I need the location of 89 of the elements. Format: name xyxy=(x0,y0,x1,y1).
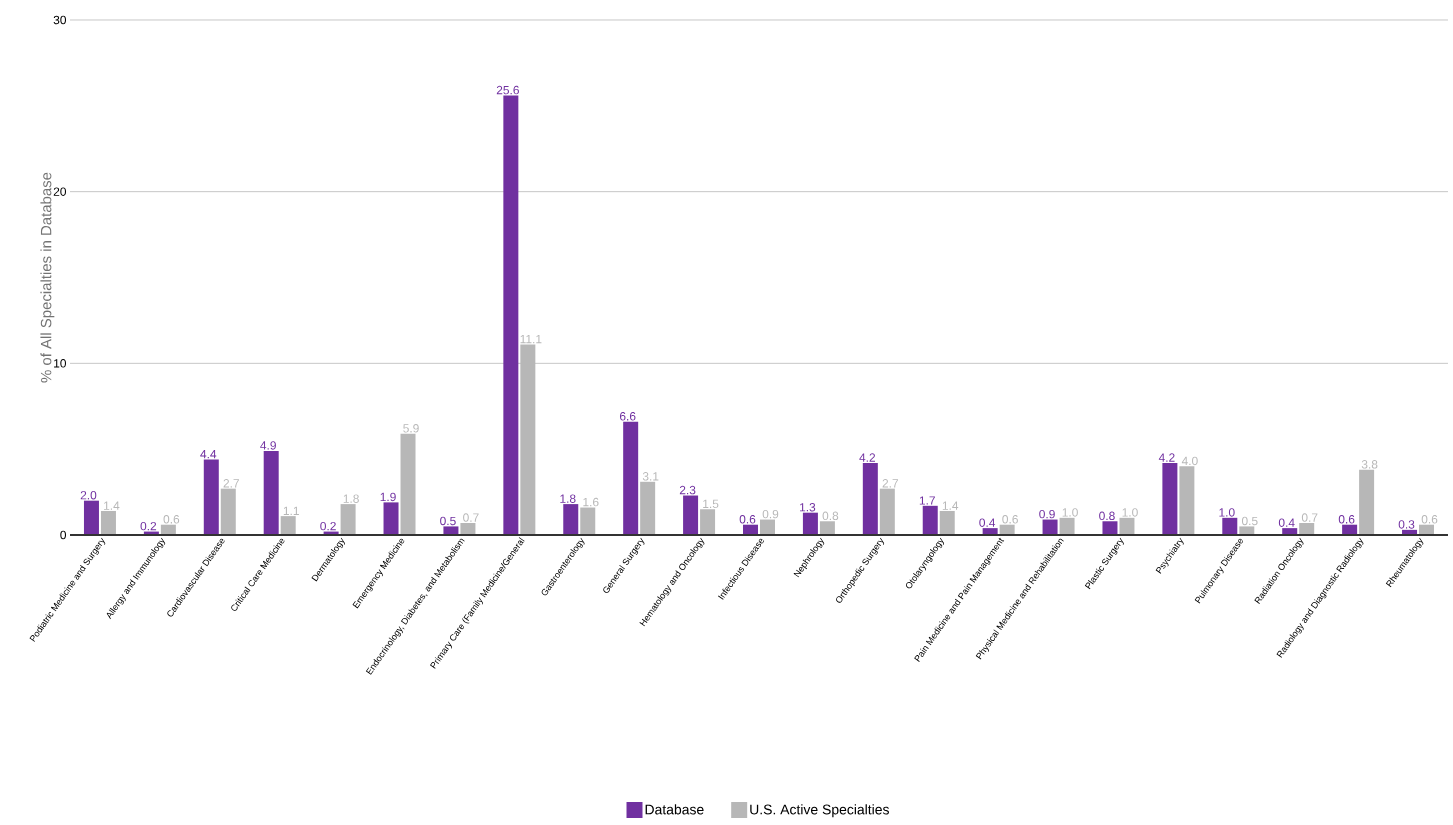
y-tick-label: 0 xyxy=(60,530,67,540)
bar xyxy=(503,95,519,535)
bar xyxy=(563,504,579,535)
legend-label: U.S. Active Specialties xyxy=(750,804,889,818)
data-label: 0.6 xyxy=(1338,515,1355,524)
bar xyxy=(802,512,818,535)
data-label: 1.0 xyxy=(1219,508,1235,517)
data-label: 0.7 xyxy=(1301,513,1318,522)
data-label: 3.1 xyxy=(642,472,659,481)
bar xyxy=(460,522,476,535)
data-label: 1.3 xyxy=(800,503,816,512)
data-label: 2.0 xyxy=(80,491,97,500)
bar xyxy=(100,510,116,535)
data-label: 4.4 xyxy=(200,450,217,459)
bar xyxy=(1239,526,1255,535)
bar xyxy=(1119,517,1135,535)
data-label: 1.6 xyxy=(583,497,599,507)
data-label: 0.7 xyxy=(463,513,479,522)
data-label: 1.5 xyxy=(703,499,719,509)
data-label: 0.5 xyxy=(1241,516,1258,526)
data-label: 0.9 xyxy=(762,509,779,519)
bar xyxy=(280,516,296,535)
bar xyxy=(443,526,459,535)
bar xyxy=(1042,519,1058,535)
data-label: 0.6 xyxy=(163,515,180,524)
data-label: 2.7 xyxy=(223,479,239,488)
data-label: 5.9 xyxy=(403,424,419,433)
bar xyxy=(1059,517,1075,535)
bar xyxy=(939,510,955,535)
data-label: 4.2 xyxy=(1158,453,1175,462)
data-label: 0.6 xyxy=(1002,515,1018,524)
data-label: 11.1 xyxy=(520,335,542,344)
data-label: 0.2 xyxy=(320,521,336,531)
data-label: 1.0 xyxy=(1122,508,1138,517)
data-label: 4.0 xyxy=(1181,456,1198,466)
bar xyxy=(383,502,399,535)
data-label: 0.4 xyxy=(979,518,996,527)
bar xyxy=(1179,466,1195,535)
bar xyxy=(340,504,356,535)
y-axis-title: % of All Specialties in Database xyxy=(40,172,55,383)
bar xyxy=(922,505,938,535)
data-label: 1.4 xyxy=(942,501,959,510)
data-label: 2.7 xyxy=(882,479,899,488)
data-label: 1.1 xyxy=(283,506,299,515)
bar xyxy=(400,433,416,535)
data-label: 4.2 xyxy=(859,453,876,462)
data-label: 0.6 xyxy=(1421,515,1438,524)
data-label: 1.7 xyxy=(919,496,935,505)
y-tick-label: 30 xyxy=(53,15,67,25)
data-label: 0.2 xyxy=(140,521,157,531)
bar xyxy=(1359,469,1375,535)
bar xyxy=(623,421,639,535)
bar xyxy=(759,519,775,535)
bar xyxy=(83,500,99,535)
data-label: 2.3 xyxy=(679,485,696,495)
bar xyxy=(520,344,536,535)
bar xyxy=(1299,522,1315,535)
data-label: 0.5 xyxy=(440,516,456,526)
data-label: 1.4 xyxy=(104,501,120,510)
data-label: 3.8 xyxy=(1361,460,1378,469)
data-label: 0.6 xyxy=(739,515,756,524)
bar xyxy=(640,481,656,535)
data-label: 1.8 xyxy=(560,494,576,503)
data-label: 0.9 xyxy=(1039,509,1055,519)
data-label: 0.3 xyxy=(1398,520,1415,529)
bar xyxy=(1222,517,1238,535)
bar xyxy=(220,488,236,535)
bar xyxy=(683,495,699,535)
data-label: 1.0 xyxy=(1062,508,1078,517)
bar xyxy=(263,450,279,535)
bar xyxy=(580,507,596,535)
y-tick-label: 10 xyxy=(54,359,67,368)
legend-label: Database xyxy=(645,804,704,815)
data-label: 6.6 xyxy=(619,412,636,421)
data-label: 25.6 xyxy=(496,85,519,95)
bar xyxy=(862,462,878,535)
bar xyxy=(879,488,895,535)
data-label: 0.8 xyxy=(1099,511,1115,521)
bar xyxy=(700,509,716,535)
data-label: 4.9 xyxy=(260,441,276,450)
data-label: 1.9 xyxy=(380,492,396,502)
bar xyxy=(1162,462,1178,535)
bar xyxy=(819,521,835,535)
bar xyxy=(203,459,219,535)
data-label: 0.4 xyxy=(1278,518,1295,527)
data-label: 0.8 xyxy=(822,511,839,521)
y-tick-label: 20 xyxy=(53,187,67,196)
bar xyxy=(1102,521,1118,535)
data-label: 1.8 xyxy=(343,494,359,503)
